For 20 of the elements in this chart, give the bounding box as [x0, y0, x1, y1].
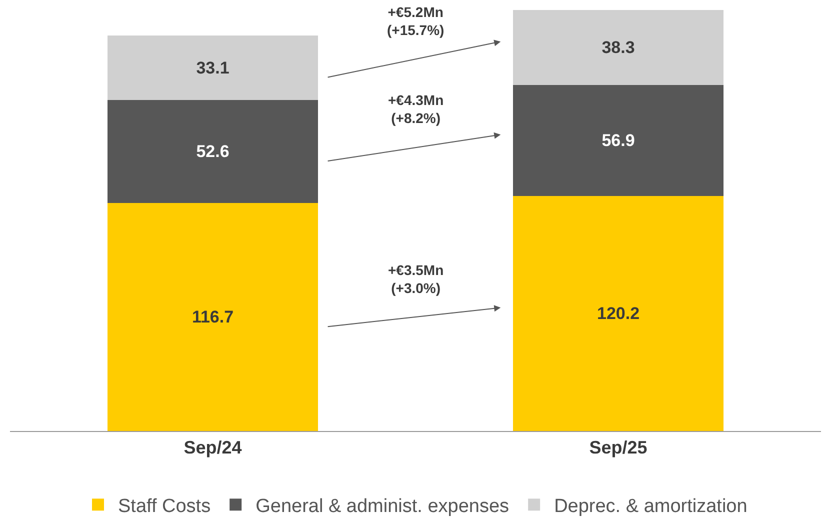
data-label: 38.3 — [602, 38, 635, 57]
bar — [107, 35, 318, 100]
x-tick-label: Sep/25 — [589, 438, 648, 458]
x-tick-label: Sep/24 — [184, 438, 242, 458]
data-label: 33.1 — [196, 58, 230, 78]
annotation: +€5.2Mn (+15.7%) — [387, 4, 444, 38]
bar — [512, 84, 724, 196]
bar — [107, 202, 318, 431]
annotation: +€3.5Mn (+3.0%) — [388, 262, 444, 296]
legend-label: Deprec. & amortization — [554, 496, 748, 517]
data-label: 116.7 — [192, 307, 234, 326]
data-label: 52.6 — [196, 142, 230, 162]
legend-label: General & administ. expenses — [256, 496, 510, 517]
bar — [512, 10, 724, 85]
annotation: +€4.3Mn (+8.2%) — [388, 92, 444, 126]
bar — [512, 196, 724, 431]
data-label: 56.9 — [602, 130, 635, 150]
data-label: 120.2 — [596, 304, 640, 324]
legend-label: Staff Costs — [118, 496, 211, 517]
bar — [107, 100, 318, 203]
